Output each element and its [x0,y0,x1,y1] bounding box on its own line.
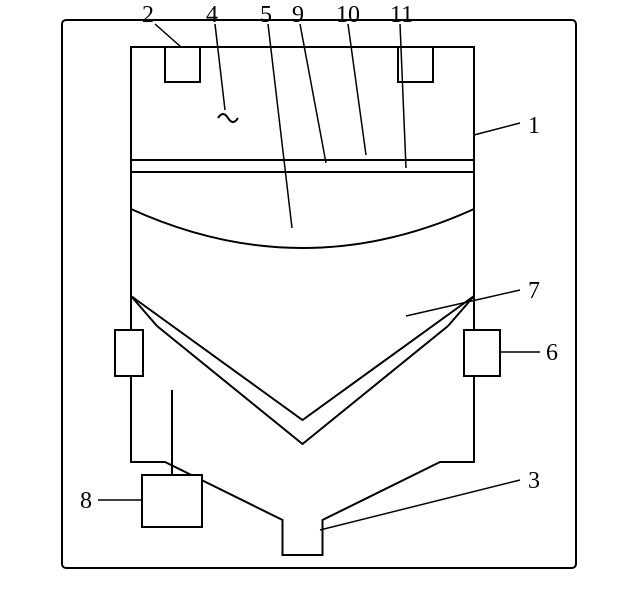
leader-1 [474,123,520,135]
side-port-right [464,330,500,376]
ref-label-8: 8 [80,488,92,515]
ref-label-6: 6 [546,340,558,367]
ref-label-10: 10 [336,2,360,29]
ref-label-1: 1 [528,113,540,140]
ref-label-5: 5 [260,2,272,29]
inlet-tab-right [398,47,433,82]
side-port-left [115,330,143,376]
ref-label-7: 7 [528,278,540,305]
ref-label-11: 11 [390,2,413,29]
leader-2 [155,24,181,47]
drain-box [142,475,202,527]
ref-label-9: 9 [292,2,304,29]
ref-label-4: 4 [206,2,218,29]
inlet-tab-left [165,47,200,82]
ref-label-3: 3 [528,468,540,495]
ref-label-2: 2 [142,2,154,29]
